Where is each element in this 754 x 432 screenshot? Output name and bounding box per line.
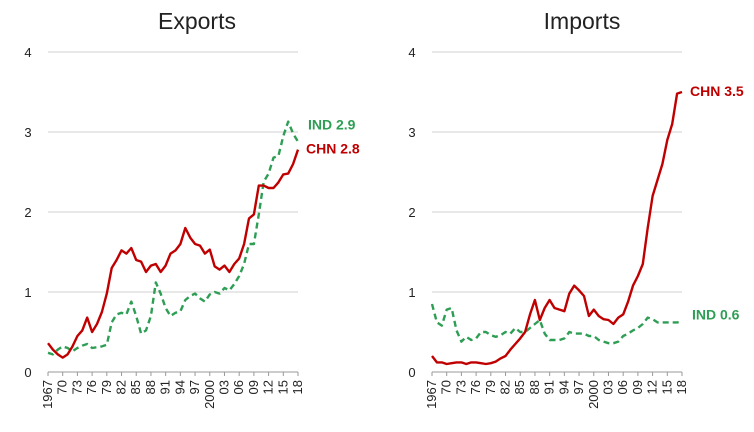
x-tick-label: 76: [84, 380, 99, 394]
x-tick-label: 03: [216, 380, 231, 394]
x-tick-label: 97: [187, 380, 202, 394]
x-tick-label: 85: [512, 380, 527, 394]
y-tick-label: 0: [24, 365, 31, 380]
y-tick-label: 1: [24, 285, 31, 300]
series-line-chn: [47, 149, 300, 359]
x-tick-label: 09: [630, 380, 645, 394]
y-tick-label: 4: [24, 45, 31, 60]
series-line-ind: [47, 120, 300, 356]
x-tick-label: 12: [645, 380, 660, 394]
x-tick-label: 06: [231, 380, 246, 394]
y-tick-label: 1: [408, 285, 415, 300]
x-tick-label: 09: [246, 380, 261, 394]
x-tick-label: 88: [143, 380, 158, 394]
y-tick-label: 3: [24, 125, 31, 140]
x-tick-label: 73: [453, 380, 468, 394]
x-tick-label: 18: [290, 380, 305, 394]
x-tick-label: 82: [498, 380, 513, 394]
x-tick-label: 76: [468, 380, 483, 394]
series-end-label-ind: IND 0.6: [692, 307, 740, 323]
y-tick-label: 2: [24, 205, 31, 220]
x-tick-label: 91: [158, 380, 173, 394]
x-tick-label: 70: [55, 380, 70, 394]
x-tick-label: 1967: [424, 380, 439, 409]
x-tick-label: 18: [674, 380, 689, 394]
x-tick-label: 82: [114, 380, 129, 394]
chart-title: Exports: [158, 8, 236, 34]
x-tick-label: 06: [615, 380, 630, 394]
x-tick-label: 97: [571, 380, 586, 394]
y-tick-label: 2: [408, 205, 415, 220]
x-tick-label: 15: [275, 380, 290, 394]
y-tick-label: 4: [408, 45, 415, 60]
x-tick-label: 94: [172, 380, 187, 394]
x-tick-label: 1967: [40, 380, 55, 409]
x-tick-label: 2000: [202, 380, 217, 409]
y-tick-label: 3: [408, 125, 415, 140]
x-tick-label: 79: [483, 380, 498, 394]
x-tick-label: 88: [527, 380, 542, 394]
series-end-label-chn: CHN 2.8: [306, 141, 360, 157]
x-tick-label: 91: [542, 380, 557, 394]
x-tick-label: 85: [128, 380, 143, 394]
series-end-label-chn: CHN 3.5: [690, 83, 744, 99]
x-tick-label: 73: [69, 380, 84, 394]
x-tick-label: 12: [261, 380, 276, 394]
x-tick-label: 03: [600, 380, 615, 394]
x-tick-label: 70: [439, 380, 454, 394]
series-end-label-ind: IND 2.9: [308, 117, 356, 133]
chart-title: Imports: [544, 8, 621, 34]
series-line-chn: [431, 90, 683, 366]
x-tick-label: 2000: [586, 380, 601, 409]
x-tick-label: 94: [556, 380, 571, 394]
y-tick-label: 0: [408, 365, 415, 380]
series-line-ind: [430, 303, 683, 345]
x-tick-label: 79: [99, 380, 114, 394]
x-tick-label: 15: [659, 380, 674, 394]
